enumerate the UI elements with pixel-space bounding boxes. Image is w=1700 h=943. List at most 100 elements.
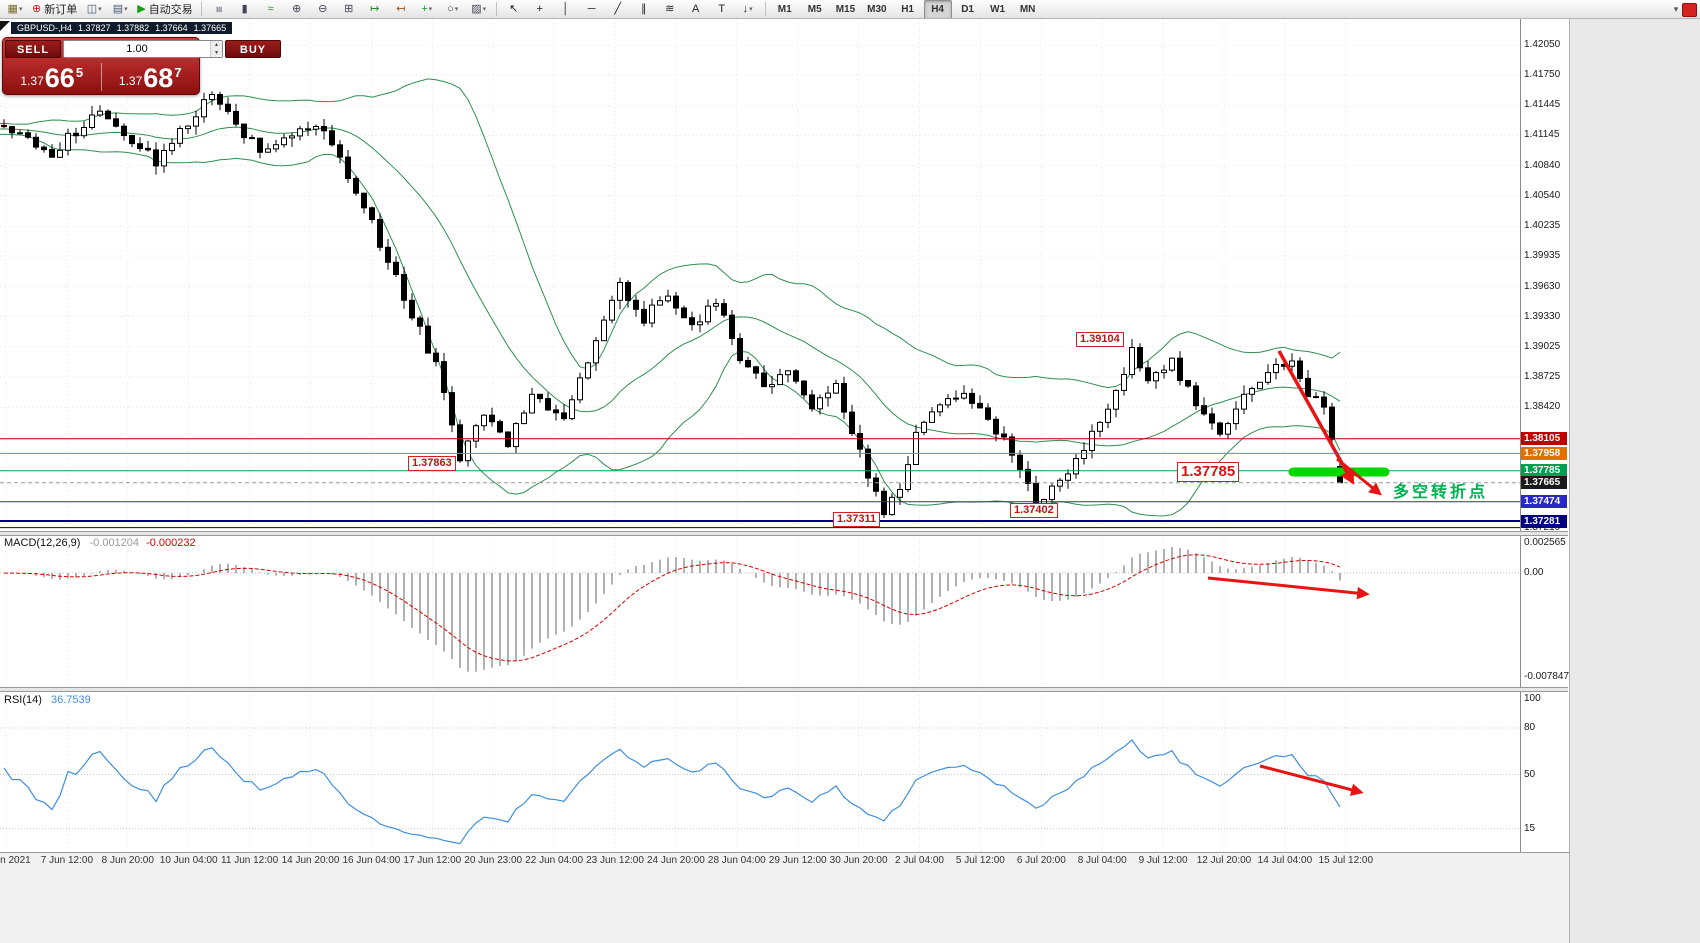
new-chart-button-dropdown-icon: ▾ bbox=[98, 6, 102, 13]
sell-button[interactable]: SELL bbox=[5, 40, 61, 58]
price-axis-label: 1.40235 bbox=[1524, 220, 1561, 231]
sell-price-prefix: 1.37 bbox=[20, 74, 44, 88]
time-axis-label: 11 Jun 12:00 bbox=[221, 855, 279, 866]
buy-price-big: 68 bbox=[143, 63, 174, 93]
templates-button-icon: ▨ bbox=[471, 2, 482, 15]
profiles-button[interactable]: ▤ ▾ bbox=[108, 0, 132, 18]
time-axis-label: 24 Jun 20:00 bbox=[646, 855, 705, 866]
cn-annotation[interactable]: 多空转折点 bbox=[1393, 484, 1489, 501]
periods-button[interactable]: ○ ▾ bbox=[441, 0, 465, 18]
volume-decrease-button[interactable]: ▾ bbox=[211, 49, 222, 57]
time-axis-label: 9 Jul 12:00 bbox=[1138, 855, 1188, 866]
zoom-out-button[interactable]: ⊖ bbox=[311, 0, 335, 18]
time-axis-label: 14 Jun 20:00 bbox=[281, 855, 340, 866]
text-button[interactable]: A bbox=[684, 0, 708, 18]
time-axis-label: 10 Jun 04:00 bbox=[159, 855, 218, 866]
price-callout[interactable]: 1.37402 bbox=[1010, 503, 1058, 518]
rsi-axis-label: 15 bbox=[1524, 823, 1536, 834]
price-callout[interactable]: 1.37785 bbox=[1177, 462, 1240, 482]
buy-price-sup: 7 bbox=[174, 65, 182, 80]
one-click-collapse-button[interactable] bbox=[0, 21, 10, 31]
templates-button[interactable]: ▨ ▾ bbox=[467, 0, 491, 18]
cursor-button[interactable]: ↖ bbox=[502, 0, 526, 18]
bar-chart-mode-button-icon: ≡ bbox=[213, 5, 226, 13]
indicators-button-icon: + bbox=[421, 2, 428, 15]
macd-axis-label: 0.00 bbox=[1524, 567, 1544, 578]
price-axis-label: 1.41145 bbox=[1524, 129, 1560, 140]
arrows-button[interactable]: ↓ ▾ bbox=[736, 0, 760, 18]
price-callout[interactable]: 1.37863 bbox=[408, 456, 456, 471]
price-axis-label: 1.42050 bbox=[1524, 39, 1561, 50]
price-callout[interactable]: 1.39104 bbox=[1076, 332, 1124, 347]
volume-increase-button[interactable]: ▴ bbox=[211, 41, 222, 49]
macd-axis-label: 0.002565 bbox=[1524, 537, 1566, 548]
time-axis-label: 29 Jun 12:00 bbox=[768, 855, 827, 866]
trendline-button-icon: ╱ bbox=[614, 2, 621, 15]
price-axis-label: 1.38725 bbox=[1524, 371, 1561, 382]
time-axis-strip bbox=[0, 852, 1569, 943]
chart-canvas[interactable] bbox=[0, 19, 1568, 852]
label-button[interactable]: T bbox=[710, 0, 734, 18]
tile-windows-button[interactable]: ⊞ bbox=[337, 0, 361, 18]
timeframe-m30-button[interactable]: M30 bbox=[867, 3, 887, 15]
timeframe-d1-button[interactable]: D1 bbox=[961, 3, 974, 15]
line-chart-mode-button[interactable]: ≈ bbox=[259, 0, 283, 18]
vertical-line-button[interactable]: │ bbox=[554, 0, 578, 18]
volume-field: ▴ ▾ bbox=[63, 40, 223, 58]
macd-label: MACD(12,26,9) -0.001204 -0.000232 bbox=[4, 537, 196, 549]
zoom-in-button[interactable]: ⊕ bbox=[285, 0, 309, 18]
new-order-button[interactable]: ⊕ 新订单 bbox=[29, 0, 80, 18]
toolbar-overflow-button[interactable]: ▾ bbox=[1673, 4, 1679, 14]
auto-scroll-button[interactable]: ↦ bbox=[363, 0, 387, 18]
price-callout[interactable]: 1.37311 bbox=[833, 512, 881, 527]
price-axis-label: 1.38420 bbox=[1524, 401, 1561, 412]
horizontal-line-button[interactable]: ─ bbox=[580, 0, 604, 18]
buy-price[interactable]: 1.37 68 7 bbox=[102, 60, 200, 94]
volume-input[interactable] bbox=[64, 41, 210, 57]
channel-button-icon: ∥ bbox=[640, 2, 647, 15]
panel-separator[interactable] bbox=[0, 531, 1568, 536]
new-chart-button[interactable]: ◫ ▾ bbox=[82, 0, 106, 18]
bar-chart-mode-button[interactable]: ≡ bbox=[207, 0, 231, 18]
autotrading-button[interactable]: ▶ 自动交易 bbox=[134, 0, 195, 18]
time-axis-label: 15 Jul 12:00 bbox=[1318, 855, 1374, 866]
macd-axis-label: -0.007847 bbox=[1524, 671, 1570, 682]
vertical-line-button-icon: │ bbox=[562, 2, 570, 15]
chart-shift-button-icon: ↤ bbox=[396, 2, 406, 15]
chart-shift-button[interactable]: ↤ bbox=[389, 0, 413, 18]
periods-button-icon: ○ bbox=[447, 2, 454, 15]
timeframe-w1-button[interactable]: W1 bbox=[990, 3, 1006, 15]
buy-price-prefix: 1.37 bbox=[118, 74, 143, 88]
trendline-button[interactable]: ╱ bbox=[606, 0, 630, 18]
timeframe-mn-button[interactable]: MN bbox=[1019, 3, 1036, 15]
timeframe-m5-button[interactable]: M5 bbox=[807, 3, 822, 15]
buy-button[interactable]: BUY bbox=[225, 40, 281, 58]
channel-button[interactable]: ∥ bbox=[632, 0, 656, 18]
price-axis-tag: 1.38105 bbox=[1521, 432, 1567, 445]
sell-price[interactable]: 1.37 66 5 bbox=[3, 60, 101, 94]
candlestick-mode-button-icon: ▮ bbox=[241, 2, 248, 15]
candlestick-mode-button[interactable]: ▮ bbox=[233, 0, 257, 18]
indicators-button-dropdown-icon: ▾ bbox=[428, 6, 433, 13]
fibonacci-button[interactable]: ≋ bbox=[658, 0, 682, 18]
timeframe-h1-button[interactable]: H1 bbox=[901, 3, 914, 15]
notification-badge[interactable] bbox=[1682, 3, 1697, 17]
panel-separator[interactable] bbox=[0, 687, 1568, 692]
timeframe-m1-button[interactable]: M1 bbox=[777, 3, 792, 15]
timeframe-m15-button[interactable]: M15 bbox=[835, 3, 856, 15]
price-axis-label: 1.41750 bbox=[1524, 69, 1561, 80]
crosshair-button[interactable]: + bbox=[528, 0, 552, 18]
price-axis-border bbox=[1520, 19, 1521, 852]
price-axis-tag: 1.37665 bbox=[1521, 476, 1567, 489]
one-click-controls: SELL ▴ ▾ BUY bbox=[3, 38, 281, 60]
volume-spinner: ▴ ▾ bbox=[210, 41, 222, 57]
ohlc-low: 1.37664 bbox=[155, 23, 188, 33]
auto-scroll-button-icon: ↦ bbox=[370, 2, 380, 15]
new-order-button-label: 新订单 bbox=[44, 4, 78, 16]
indicators-button[interactable]: + ▾ bbox=[415, 0, 439, 18]
charts-menu-button[interactable]: ▦ ▾ bbox=[3, 0, 27, 18]
templates-button-dropdown-icon: ▾ bbox=[482, 6, 487, 13]
rsi-axis-label: 100 bbox=[1524, 693, 1541, 704]
timeframe-h4-button[interactable]: H4 bbox=[923, 0, 952, 18]
